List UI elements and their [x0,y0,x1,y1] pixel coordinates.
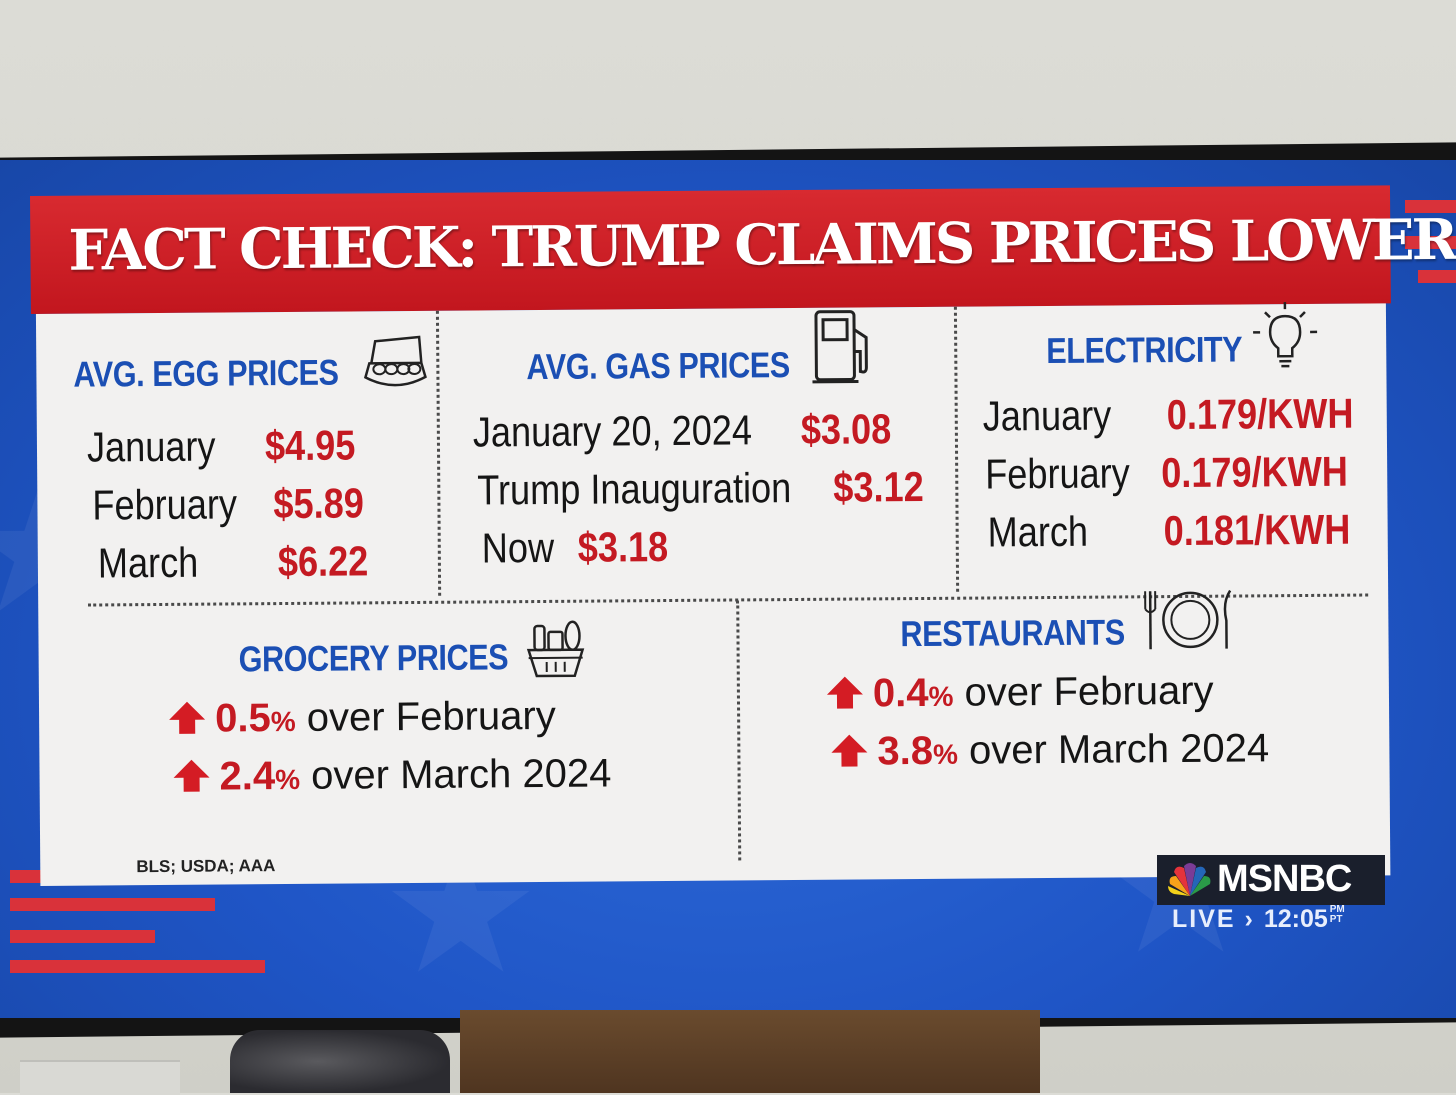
egg-row-value: $4.95 [265,421,356,470]
grocery-change-row: 2.4% over March 2024 [171,751,611,799]
divider [736,600,741,860]
clock-time: 12:05 [1264,905,1328,933]
egg-row-label: February [92,480,237,529]
arrow-up-icon [829,732,869,768]
grocery-basket-icon [522,614,589,681]
electricity-row-label: March [987,508,1088,557]
electricity-row-value: 0.179/KWH [1161,448,1348,497]
gas-row-value: $3.12 [833,463,924,512]
restaurants-change-pct: 3.8% [877,729,958,774]
arrow-up-icon [171,758,211,794]
fork-plate-knife-icon [1142,587,1239,654]
fact-check-graphic: FACT CHECK: TRUMP CLAIMS PRICES LOWER AV… [30,185,1395,886]
egg-section-title: AVG. EGG PRICES [73,352,338,396]
lightbulb-icon [1250,300,1321,373]
restaurants-change-pct: 0.4% [873,671,954,716]
arrow-up-icon [167,700,207,736]
gas-row-label: Now [482,524,555,573]
egg-row-value: $6.22 [278,537,369,586]
grocery-change-text: over February [295,694,555,740]
electricity-row-value: 0.181/KWH [1163,506,1350,555]
egg-row-label: January [87,423,216,472]
grocery-section-title: GROCERY PRICES [238,636,508,680]
divider [436,311,441,596]
grocery-change-text: over March 2024 [300,751,612,797]
tv-cabinet [460,1010,1040,1093]
grocery-change-pct: 2.4% [219,754,300,799]
gas-section-title: AVG. GAS PRICES [526,344,790,388]
graphic-body: AVG. EGG PRICES January $4.95 February $… [36,303,1390,886]
electricity-row-label: February [985,449,1130,498]
box [20,1060,180,1095]
gas-pump-icon [810,307,877,388]
gas-row-label: Trump Inauguration [477,464,791,514]
egg-row-label: March [98,539,199,588]
restaurants-section-title: RESTAURANTS [900,611,1125,655]
graphic-header: FACT CHECK: TRUMP CLAIMS PRICES LOWER [30,185,1391,314]
grocery-change-pct: 0.5% [215,696,296,741]
stripe-decoration [10,960,265,973]
divider [954,307,959,592]
stripe-decoration [10,898,215,911]
bag [230,1030,450,1093]
graphic-title: FACT CHECK: TRUMP CLAIMS PRICES LOWER [68,207,1455,284]
source-credit: BLS; USDA; AAA [136,856,275,877]
egg-row-value: $5.89 [273,479,364,528]
grocery-change-row: 0.5% over February [167,694,556,742]
electricity-section-title: ELECTRICITY [1046,328,1242,372]
gas-row-value: $3.08 [801,405,892,454]
electricity-row-value: 0.179/KWH [1167,390,1354,439]
gas-row-label: January 20, 2024 [473,406,753,456]
arrow-up-icon [825,674,865,710]
restaurants-change-text: over March 2024 [958,726,1270,772]
chevron-right-icon: › [1245,905,1255,933]
peacock-logo-icon [1166,862,1214,898]
restaurants-change-row: 0.4% over February [825,669,1214,717]
live-label: LIVE [1172,905,1236,933]
gas-row-value: $3.18 [578,523,669,572]
egg-carton-icon [361,333,429,396]
restaurants-change-text: over February [953,669,1213,715]
stripe-decoration [10,930,155,943]
restaurants-change-row: 3.8% over March 2024 [829,726,1269,774]
network-logo-text: MSNBC [1217,858,1351,901]
electricity-row-label: January [983,392,1112,441]
